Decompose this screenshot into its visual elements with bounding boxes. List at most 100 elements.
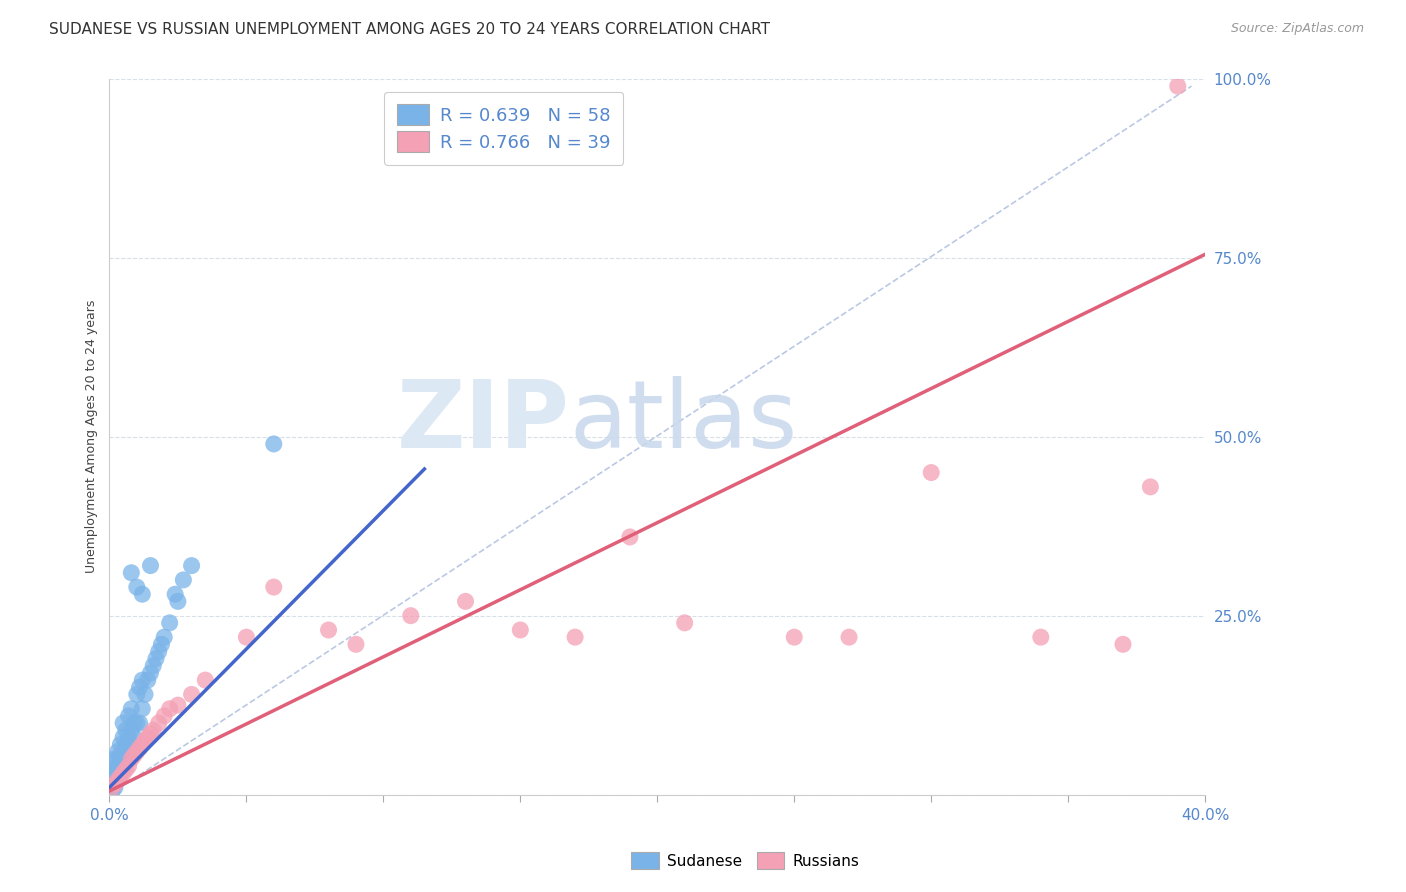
Point xyxy=(112,766,135,780)
Point xyxy=(104,777,127,791)
Legend: Sudanese, Russians: Sudanese, Russians xyxy=(626,846,865,875)
Point xyxy=(104,773,127,788)
Point xyxy=(131,673,153,687)
Point xyxy=(783,630,806,644)
Point xyxy=(101,780,124,795)
Point xyxy=(101,777,124,791)
Point xyxy=(104,763,127,777)
Point xyxy=(122,731,145,745)
Point xyxy=(107,773,129,788)
Point xyxy=(131,738,153,752)
Point xyxy=(150,637,173,651)
Point xyxy=(509,623,531,637)
Text: Source: ZipAtlas.com: Source: ZipAtlas.com xyxy=(1230,22,1364,36)
Point xyxy=(134,734,156,748)
Text: atlas: atlas xyxy=(569,376,797,468)
Point xyxy=(1029,630,1052,644)
Point xyxy=(153,630,176,644)
Point xyxy=(838,630,860,644)
Point xyxy=(101,770,124,784)
Point xyxy=(107,745,129,759)
Point xyxy=(117,709,139,723)
Point xyxy=(122,748,145,763)
Point xyxy=(134,687,156,701)
Point xyxy=(115,752,138,766)
Point xyxy=(153,709,176,723)
Point xyxy=(920,466,942,480)
Point xyxy=(131,702,153,716)
Point xyxy=(619,530,641,544)
Point xyxy=(167,594,190,608)
Point xyxy=(344,637,367,651)
Point xyxy=(167,698,190,713)
Point xyxy=(263,437,285,451)
Point xyxy=(165,587,187,601)
Point xyxy=(104,777,127,791)
Point xyxy=(194,673,217,687)
Point xyxy=(136,731,159,745)
Point xyxy=(142,723,165,738)
Point xyxy=(139,727,162,741)
Point xyxy=(120,752,142,766)
Point xyxy=(1112,637,1135,651)
Point xyxy=(101,784,124,798)
Y-axis label: Unemployment Among Ages 20 to 24 years: Unemployment Among Ages 20 to 24 years xyxy=(86,300,98,574)
Point xyxy=(120,723,142,738)
Point xyxy=(180,687,202,701)
Point xyxy=(136,673,159,687)
Point xyxy=(120,566,142,580)
Point xyxy=(263,580,285,594)
Point xyxy=(107,766,129,780)
Point xyxy=(180,558,202,573)
Text: SUDANESE VS RUSSIAN UNEMPLOYMENT AMONG AGES 20 TO 24 YEARS CORRELATION CHART: SUDANESE VS RUSSIAN UNEMPLOYMENT AMONG A… xyxy=(49,22,770,37)
Point xyxy=(101,780,124,795)
Point xyxy=(104,752,127,766)
Point xyxy=(115,738,138,752)
Point xyxy=(125,745,148,759)
Point xyxy=(115,723,138,738)
Point xyxy=(148,644,170,658)
Point xyxy=(107,773,129,788)
Point xyxy=(112,759,135,773)
Point xyxy=(172,573,194,587)
Point xyxy=(110,738,132,752)
Text: ZIP: ZIP xyxy=(396,376,569,468)
Point xyxy=(117,745,139,759)
Point xyxy=(159,702,181,716)
Point xyxy=(110,770,132,784)
Point xyxy=(159,615,181,630)
Point xyxy=(131,587,153,601)
Point xyxy=(139,558,162,573)
Point xyxy=(148,716,170,731)
Point xyxy=(1167,79,1189,94)
Point xyxy=(125,687,148,701)
Point xyxy=(139,665,162,680)
Point xyxy=(128,716,150,731)
Point xyxy=(1139,480,1161,494)
Point xyxy=(120,702,142,716)
Point xyxy=(110,752,132,766)
Point xyxy=(399,608,422,623)
Point xyxy=(112,745,135,759)
Point xyxy=(122,716,145,731)
Point xyxy=(128,680,150,694)
Point xyxy=(142,658,165,673)
Point xyxy=(128,741,150,756)
Point xyxy=(235,630,257,644)
Point xyxy=(117,759,139,773)
Point xyxy=(101,773,124,788)
Point xyxy=(145,651,167,665)
Point xyxy=(117,731,139,745)
Point xyxy=(120,738,142,752)
Point xyxy=(104,766,127,780)
Point xyxy=(318,623,340,637)
Point xyxy=(125,580,148,594)
Point xyxy=(107,752,129,766)
Legend: R = 0.639   N = 58, R = 0.766   N = 39: R = 0.639 N = 58, R = 0.766 N = 39 xyxy=(384,92,623,165)
Point xyxy=(115,763,138,777)
Point xyxy=(454,594,477,608)
Point xyxy=(112,731,135,745)
Point xyxy=(104,780,127,795)
Point xyxy=(107,759,129,773)
Point xyxy=(112,716,135,731)
